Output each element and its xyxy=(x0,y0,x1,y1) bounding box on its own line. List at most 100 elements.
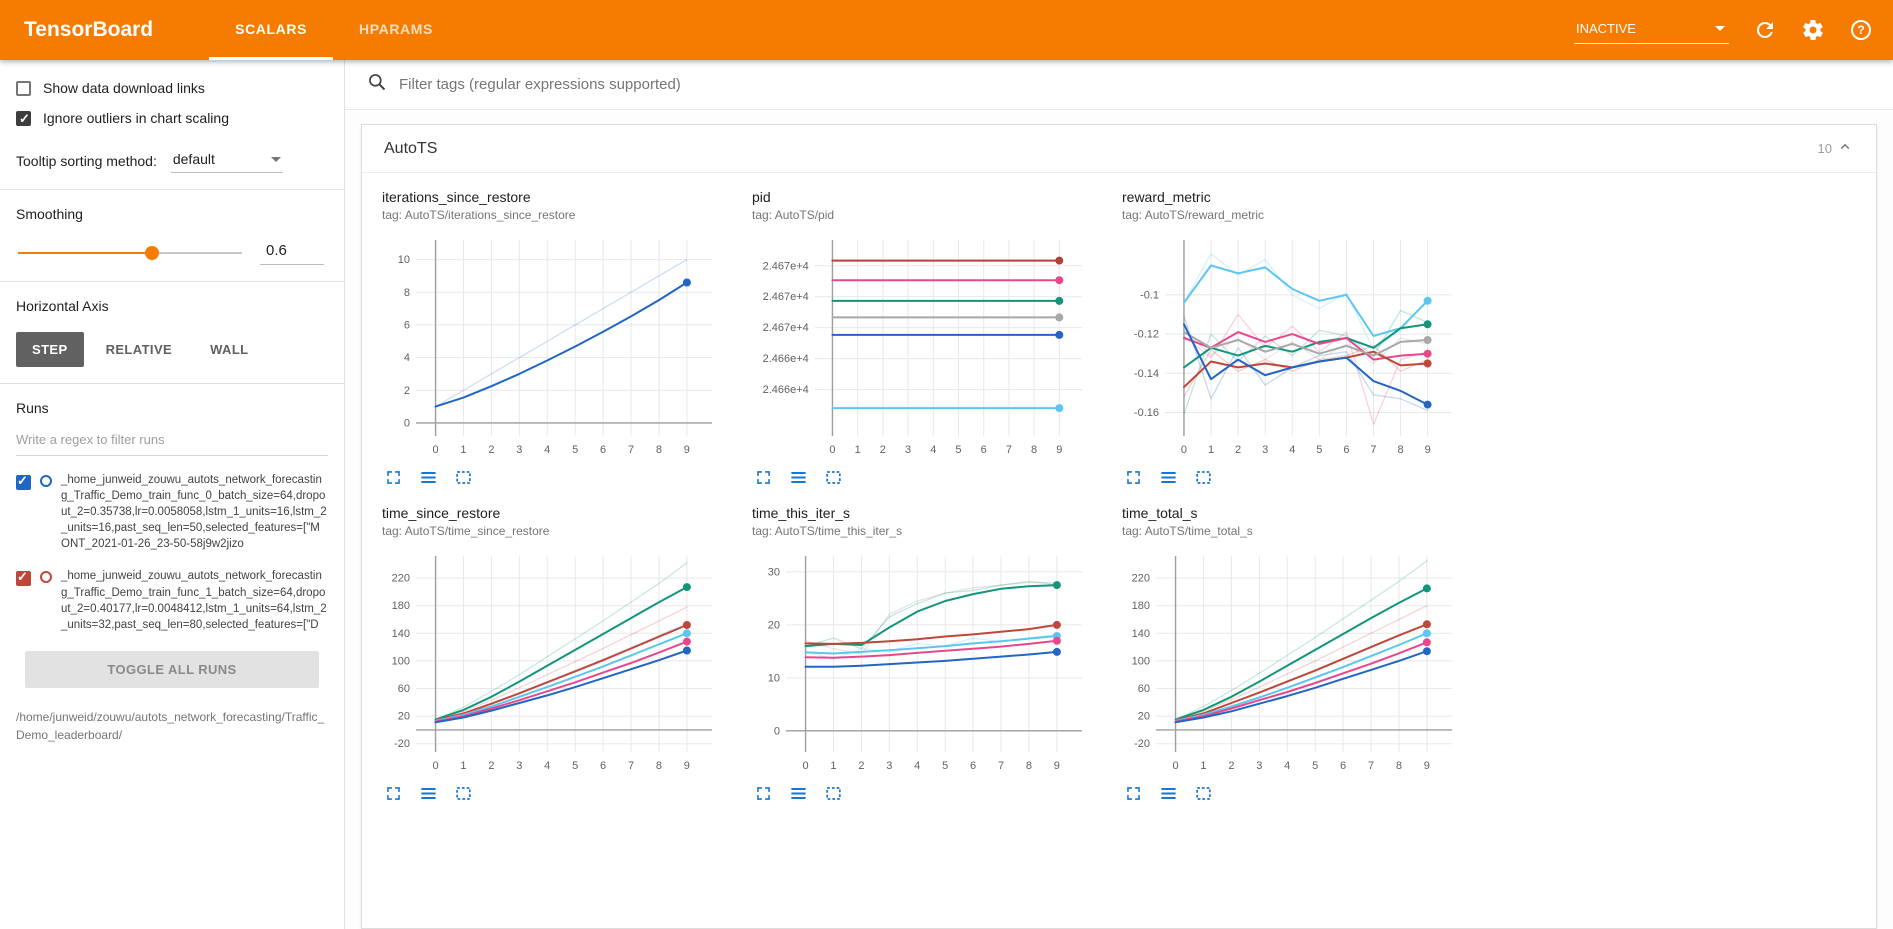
section-header[interactable]: AutoTS 10 xyxy=(362,125,1876,173)
chart-tag: tag: AutoTS/time_this_iter_s xyxy=(752,524,903,538)
fit-domain-icon[interactable] xyxy=(1194,468,1213,487)
tab-scalars[interactable]: SCALARS xyxy=(209,0,334,60)
chevron-up-icon[interactable] xyxy=(1836,138,1854,159)
settings-toggle[interactable]: Ignore outliers in chart scaling xyxy=(16,110,328,127)
run-solo-radio[interactable] xyxy=(40,475,52,487)
fit-domain-icon[interactable] xyxy=(1194,784,1213,803)
tooltip-sorting-value: default xyxy=(172,151,215,167)
chart-plot[interactable]: -20 20 60 100 140 180 220 0 1 2 3 4 5 6 7 8 9 xyxy=(382,546,722,778)
svg-text:-20: -20 xyxy=(394,738,410,750)
fit-domain-icon[interactable] xyxy=(454,784,473,803)
tag-filter-input[interactable] xyxy=(399,76,1883,93)
svg-text:9: 9 xyxy=(1054,760,1060,772)
run-selector-icon[interactable] xyxy=(419,468,438,487)
help-icon[interactable]: ? xyxy=(1849,18,1873,42)
svg-text:6: 6 xyxy=(600,444,606,456)
svg-text:10: 10 xyxy=(398,254,410,266)
run-selector-icon[interactable] xyxy=(1159,468,1178,487)
run-name: _home_junweid_zouwu_autots_network_forec… xyxy=(61,474,327,551)
expand-chart-icon[interactable] xyxy=(1124,784,1143,803)
tab-hparams[interactable]: HPARAMS xyxy=(359,20,433,37)
svg-text:2: 2 xyxy=(488,444,494,456)
svg-text:9: 9 xyxy=(684,444,690,456)
chart-card: iterations_since_restore tag: AutoTS/ite… xyxy=(382,189,738,495)
main-tabs: SCALARS HPARAMS xyxy=(209,0,459,60)
chart-plot[interactable]: -20 20 60 100 140 180 220 0 1 2 3 4 5 6 7 8 9 xyxy=(1122,546,1462,778)
runs-regex-input[interactable] xyxy=(16,426,328,456)
svg-text:4: 4 xyxy=(544,760,550,772)
svg-text:4: 4 xyxy=(1289,444,1295,456)
fit-domain-icon[interactable] xyxy=(824,784,843,803)
svg-text:3: 3 xyxy=(905,444,911,456)
expand-chart-icon[interactable] xyxy=(754,468,773,487)
svg-text:6: 6 xyxy=(404,319,410,331)
svg-text:30: 30 xyxy=(768,566,780,578)
svg-text:0: 0 xyxy=(1172,760,1178,772)
chart-title: time_total_s xyxy=(1122,505,1198,521)
svg-text:-0.16: -0.16 xyxy=(1134,407,1159,419)
run-selector-icon[interactable] xyxy=(789,468,808,487)
section-chart-count: 10 xyxy=(1817,141,1832,156)
axis-relative-button[interactable]: RELATIVE xyxy=(90,332,189,367)
svg-text:4: 4 xyxy=(544,444,550,456)
tag-filter-bar xyxy=(345,60,1893,110)
chart-plot[interactable]: 2.467e+4 2.467e+4 2.467e+4 2.466e+4 2.466e+4… xyxy=(752,230,1092,462)
svg-text:140: 140 xyxy=(392,628,410,640)
chart-plot[interactable]: -0.1 -0.12 -0.14 -0.16 0 1 2 3 4 5 6 7 8 9 xyxy=(1122,230,1462,462)
smoothing-value[interactable]: 0.6 xyxy=(260,240,324,265)
expand-chart-icon[interactable] xyxy=(384,784,403,803)
fit-domain-icon[interactable] xyxy=(454,468,473,487)
svg-text:7: 7 xyxy=(998,760,1004,772)
fit-domain-icon[interactable] xyxy=(824,468,843,487)
svg-text:4: 4 xyxy=(404,352,410,364)
settings-gear-icon[interactable] xyxy=(1801,18,1825,42)
expand-chart-icon[interactable] xyxy=(1124,468,1143,487)
tooltip-sorting-dropdown[interactable]: default xyxy=(170,148,283,173)
run-checkbox[interactable] xyxy=(16,473,31,490)
settings-toggle[interactable]: Show data download links xyxy=(16,80,328,96)
expand-chart-icon[interactable] xyxy=(754,784,773,803)
run-item[interactable]: _home_junweid_zouwu_autots_network_forec… xyxy=(16,472,328,552)
dashboard-body: AutoTS 10 iterations_since_restore tag: … xyxy=(345,110,1893,929)
chart-plot[interactable]: 0 10 20 30 0 1 2 3 4 5 6 7 8 9 xyxy=(752,546,1092,778)
run-status-dropdown[interactable]: INACTIVE xyxy=(1574,16,1729,44)
svg-text:5: 5 xyxy=(572,760,578,772)
svg-text:-0.12: -0.12 xyxy=(1134,329,1159,341)
svg-text:7: 7 xyxy=(1370,444,1376,456)
section-title: AutoTS xyxy=(384,139,438,157)
chart-plot[interactable]: 0 2 4 6 8 10 0 1 2 3 4 5 6 7 8 9 xyxy=(382,230,722,462)
checkbox-icon[interactable] xyxy=(16,110,31,127)
svg-text:20: 20 xyxy=(768,619,780,631)
smoothing-slider[interactable] xyxy=(18,245,242,260)
svg-text:2.466e+4: 2.466e+4 xyxy=(763,353,809,365)
run-solo-radio[interactable] xyxy=(40,571,52,584)
axis-wall-button[interactable]: WALL xyxy=(194,332,264,367)
app-header: TensorBoard SCALARS HPARAMS INACTIVE ? xyxy=(0,0,1893,60)
run-selector-icon[interactable] xyxy=(419,784,438,803)
checkbox-icon[interactable] xyxy=(16,80,31,96)
svg-text:1: 1 xyxy=(1208,444,1214,456)
run-selector-icon[interactable] xyxy=(789,784,808,803)
run-selector-icon[interactable] xyxy=(1159,784,1178,803)
axis-step-button[interactable]: STEP xyxy=(16,332,84,367)
chart-toolbar xyxy=(1122,462,1478,495)
run-checkbox[interactable] xyxy=(16,569,31,587)
expand-chart-icon[interactable] xyxy=(384,468,403,487)
horizontal-axis-buttons: STEP RELATIVE WALL xyxy=(16,332,328,367)
slider-thumb[interactable] xyxy=(145,245,160,260)
run-item[interactable]: _home_junweid_zouwu_autots_network_forec… xyxy=(16,568,328,632)
svg-text:6: 6 xyxy=(981,444,987,456)
svg-text:8: 8 xyxy=(404,287,410,299)
svg-text:1: 1 xyxy=(460,760,466,772)
svg-text:0: 0 xyxy=(829,444,835,456)
svg-text:2: 2 xyxy=(880,444,886,456)
refresh-icon[interactable] xyxy=(1753,18,1777,42)
chart-card: time_since_restore tag: AutoTS/time_sinc… xyxy=(382,505,738,811)
svg-text:6: 6 xyxy=(600,760,606,772)
chart-title: iterations_since_restore xyxy=(382,189,531,205)
toggle-all-runs-button[interactable]: TOGGLE ALL RUNS xyxy=(25,650,319,688)
svg-text:7: 7 xyxy=(628,444,634,456)
divider xyxy=(0,383,344,384)
settings-sidebar: Show data download links Ignore outliers… xyxy=(0,60,345,929)
smoothing-label: Smoothing xyxy=(16,206,83,222)
